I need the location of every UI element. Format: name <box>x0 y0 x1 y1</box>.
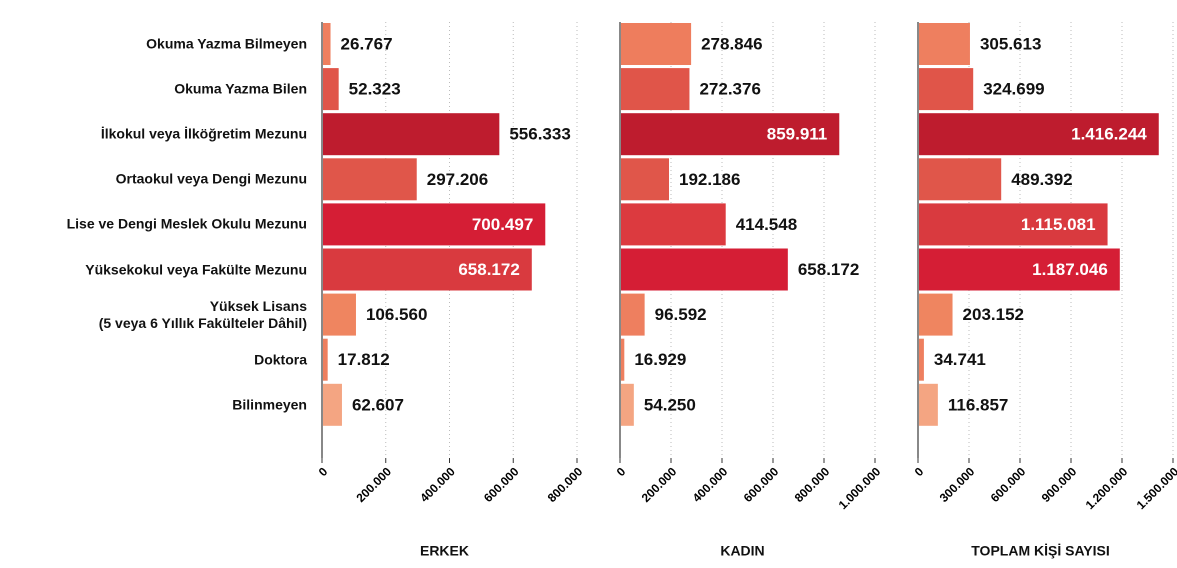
value-label: 52.323 <box>349 80 401 99</box>
value-label: 700.497 <box>472 215 533 234</box>
value-label: 62.607 <box>352 395 404 414</box>
bar <box>621 23 692 65</box>
x-tick-label: 800.000 <box>545 464 586 505</box>
value-label: 54.250 <box>644 395 696 414</box>
bar <box>621 203 726 246</box>
panel-title: KADIN <box>720 543 764 559</box>
value-label: 203.152 <box>963 305 1024 324</box>
bar <box>323 338 328 381</box>
value-label: 297.206 <box>427 170 488 189</box>
x-tick-label: 1.500.000 <box>1134 464 1177 512</box>
value-label: 1.187.046 <box>1032 260 1108 279</box>
bar <box>621 158 670 201</box>
value-label: 96.592 <box>655 305 707 324</box>
value-label: 278.846 <box>701 34 762 53</box>
category-label: Okuma Yazma Bilen <box>174 80 307 97</box>
x-tick-label: 600.000 <box>741 464 782 505</box>
value-label: 658.172 <box>798 260 859 279</box>
category-label: Okuma Yazma Bilmeyen <box>146 35 307 52</box>
bar <box>919 113 1159 156</box>
bar <box>919 338 924 381</box>
category-label: Bilinmeyen <box>232 396 307 413</box>
x-tick-label: 600.000 <box>481 464 522 505</box>
bar <box>919 23 970 65</box>
bar <box>323 113 500 156</box>
bar <box>621 293 645 336</box>
bar <box>919 248 1120 291</box>
bar <box>919 68 974 111</box>
x-tick-label: 0 <box>614 464 629 479</box>
category-label: Yüksek Lisans (5 veya 6 Yıllık Fakültele… <box>98 297 307 331</box>
value-label: 324.699 <box>983 80 1044 99</box>
value-label: 859.911 <box>767 125 828 144</box>
bar <box>323 248 532 291</box>
bar <box>323 158 417 201</box>
category-label: İlkokul veya İlköğretim Mezunu <box>100 125 307 142</box>
x-tick-label: 200.000 <box>354 464 395 505</box>
value-label: 489.392 <box>1011 170 1072 189</box>
bar <box>919 158 1002 201</box>
value-label: 16.929 <box>634 350 686 369</box>
bar <box>621 338 625 381</box>
bar <box>919 293 953 336</box>
value-label: 1.416.244 <box>1071 125 1147 144</box>
value-label: 106.560 <box>366 305 427 324</box>
x-tick-label: 300.000 <box>937 464 978 505</box>
x-tick-label: 0 <box>316 464 331 479</box>
value-label: 556.333 <box>509 125 570 144</box>
value-label: 116.857 <box>948 395 1009 414</box>
value-label: 305.613 <box>980 34 1041 53</box>
value-label: 192.186 <box>679 170 740 189</box>
x-tick-label: 200.000 <box>639 464 680 505</box>
value-label: 658.172 <box>458 260 519 279</box>
bar <box>621 113 840 156</box>
value-label: 26.767 <box>341 34 393 53</box>
x-tick-label: 800.000 <box>792 464 833 505</box>
bar <box>323 293 356 336</box>
bar <box>323 23 331 65</box>
x-tick-label: 1.200.000 <box>1083 464 1131 512</box>
bar <box>621 248 788 291</box>
x-tick-label: 900.000 <box>1039 464 1080 505</box>
bar <box>621 383 634 426</box>
category-label: Lise ve Dengi Meslek Okulu Mezunu <box>66 215 307 232</box>
value-label: 34.741 <box>934 350 986 369</box>
x-tick-label: 600.000 <box>988 464 1029 505</box>
x-tick-label: 0 <box>912 464 927 479</box>
value-label: 414.548 <box>736 215 797 234</box>
bar <box>323 68 339 111</box>
x-tick-label: 400.000 <box>690 464 731 505</box>
bar <box>919 203 1108 246</box>
bar <box>323 383 342 426</box>
bar <box>621 68 690 111</box>
x-tick-label: 400.000 <box>417 464 458 505</box>
panel-title: ERKEK <box>420 543 469 559</box>
value-label: 272.376 <box>699 80 760 99</box>
bar <box>323 203 546 246</box>
value-label: 17.812 <box>338 350 390 369</box>
x-tick-label: 1.000.000 <box>836 464 884 512</box>
bar <box>919 383 938 426</box>
category-label: Yüksekokul veya Fakülte Mezunu <box>85 261 307 277</box>
category-label: Ortaokul veya Dengi Mezunu <box>115 170 307 187</box>
category-label: Doktora <box>254 351 307 368</box>
panel-title: TOPLAM KİŞİ SAYISI <box>971 543 1109 559</box>
value-label: 1.115.081 <box>1021 215 1096 234</box>
